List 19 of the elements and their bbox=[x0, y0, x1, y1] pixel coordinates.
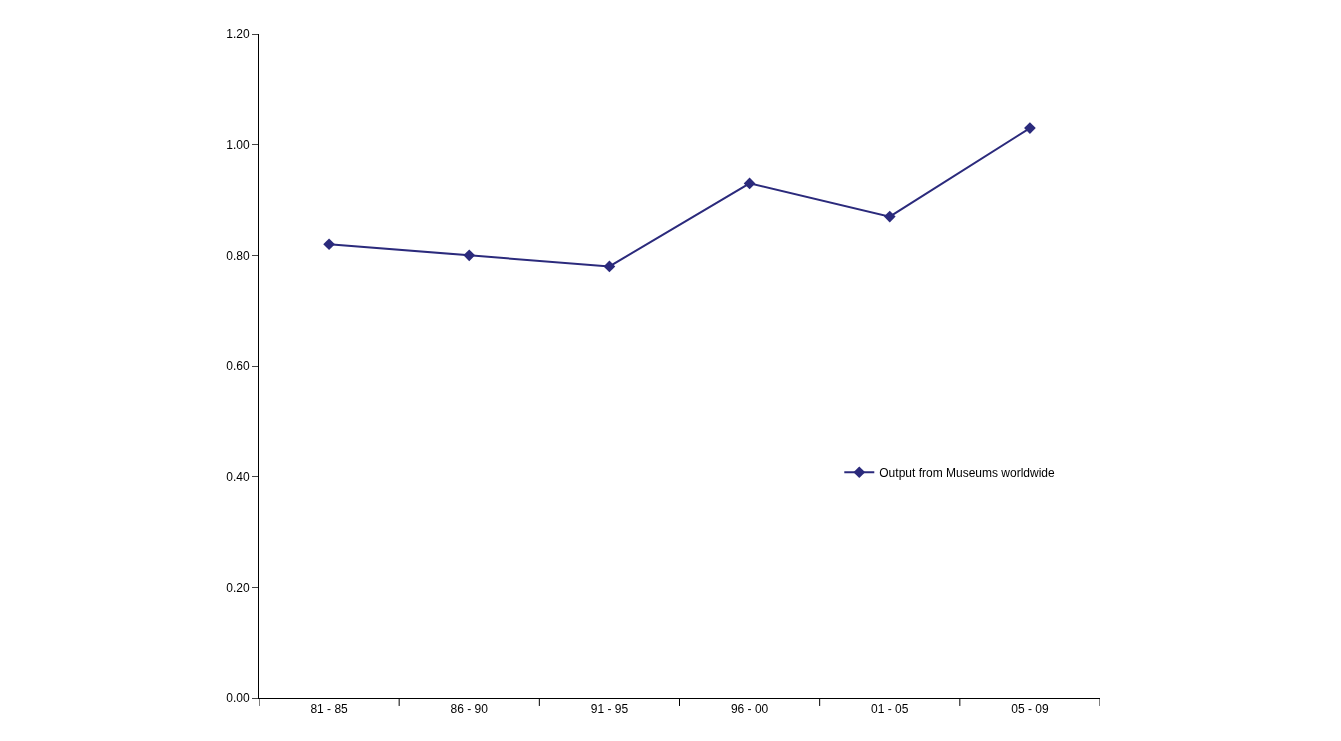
y-tick-label: 0.20 bbox=[226, 580, 250, 595]
x-tick-label: 91 - 95 bbox=[590, 702, 629, 717]
x-tick-label: 86 - 90 bbox=[450, 702, 489, 717]
y-tick-label: 0.80 bbox=[226, 248, 250, 263]
point bbox=[883, 210, 896, 223]
y-tick-label: 1.20 bbox=[226, 27, 250, 42]
y-tick-label: 0.60 bbox=[226, 359, 250, 374]
point bbox=[463, 249, 476, 262]
y-tick-label: 1.00 bbox=[226, 137, 250, 152]
x-tick-label: 01 - 05 bbox=[871, 702, 909, 717]
point bbox=[323, 238, 335, 251]
x-tick-label: 81 - 85 bbox=[310, 702, 349, 717]
legend-label: Output from Museums worldwide bbox=[879, 465, 1056, 480]
y-tick-label: 0.00 bbox=[226, 691, 250, 706]
x-tick-label: 96 - 00 bbox=[730, 702, 769, 717]
point bbox=[743, 177, 756, 190]
y-tick-label: 0.40 bbox=[226, 469, 250, 484]
x-tick-label: 05 - 09 bbox=[1011, 702, 1049, 717]
point bbox=[603, 260, 616, 273]
